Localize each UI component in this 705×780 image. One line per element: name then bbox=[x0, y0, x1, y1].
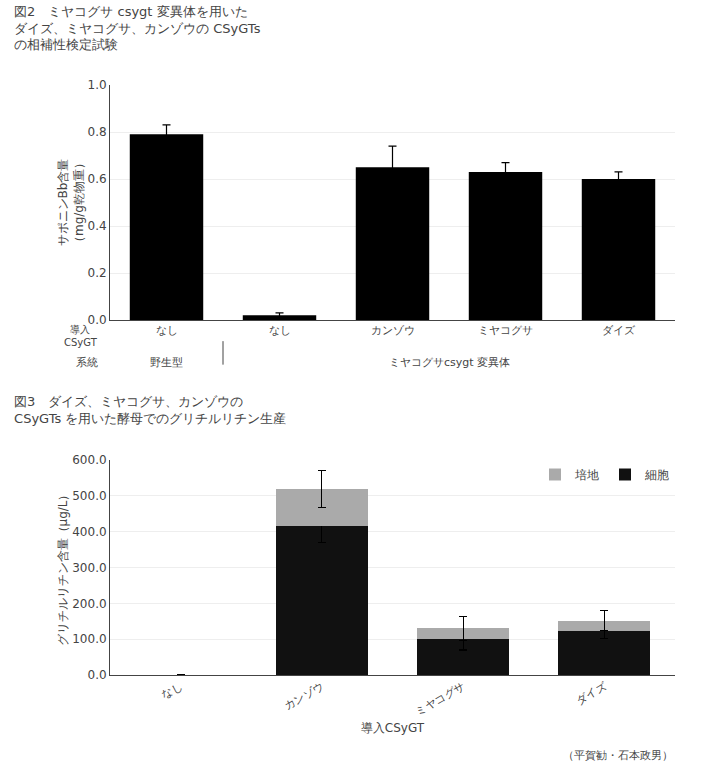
svg-text:500.0: 500.0 bbox=[72, 489, 106, 503]
svg-text:なし: なし bbox=[156, 324, 178, 337]
svg-text:導入CSyGT: 導入CSyGT bbox=[64, 324, 98, 348]
svg-text:ミヤコグサ: ミヤコグサ bbox=[413, 680, 467, 719]
svg-text:0.2: 0.2 bbox=[88, 266, 107, 280]
svg-text:図2 ミヤコグサ csygt 変異体を用いたダイズ、ミヤコグ: 図2 ミヤコグサ csygt 変異体を用いたダイズ、ミヤコグサ、カンゾウの CS… bbox=[14, 4, 261, 53]
svg-text:600.0: 600.0 bbox=[72, 453, 106, 467]
svg-text:導入CSyGT: 導入CSyGT bbox=[361, 721, 425, 735]
svg-text:系統: 系統 bbox=[76, 356, 98, 369]
svg-text:ダイズ: ダイズ bbox=[574, 679, 610, 707]
svg-text:カンゾウ: カンゾウ bbox=[371, 324, 415, 337]
svg-text:0.0: 0.0 bbox=[88, 668, 107, 682]
svg-text:400.0: 400.0 bbox=[72, 525, 106, 539]
svg-text:細胞: 細胞 bbox=[644, 468, 669, 482]
svg-text:0.0: 0.0 bbox=[88, 313, 107, 327]
svg-text:ダイズ: ダイズ bbox=[602, 324, 636, 337]
svg-text:培地: 培地 bbox=[574, 468, 599, 482]
svg-text:グリチルリチン含量（μg/L）: グリチルリチン含量（μg/L） bbox=[56, 489, 70, 647]
svg-text:0.6: 0.6 bbox=[88, 172, 107, 186]
svg-text:1.0: 1.0 bbox=[88, 78, 107, 92]
svg-text:200.0: 200.0 bbox=[72, 597, 106, 611]
svg-text:カンゾウ: カンゾウ bbox=[282, 680, 327, 713]
svg-text:なし: なし bbox=[269, 324, 291, 337]
svg-text:300.0: 300.0 bbox=[72, 561, 106, 575]
svg-text:ミヤコグサcsygt 変異体: ミヤコグサcsygt 変異体 bbox=[389, 356, 510, 369]
svg-text:0.4: 0.4 bbox=[88, 219, 107, 233]
svg-text:野生型: 野生型 bbox=[150, 356, 183, 369]
svg-text:ミヤコグサ: ミヤコグサ bbox=[478, 324, 533, 337]
svg-text:（平賀勧・石本政男）: （平賀勧・石本政男） bbox=[563, 749, 673, 762]
svg-text:なし: なし bbox=[159, 680, 185, 702]
svg-text:サポニンBb含量（mg/g乾物重）: サポニンBb含量（mg/g乾物重） bbox=[56, 157, 86, 248]
svg-text:0.8: 0.8 bbox=[88, 125, 107, 139]
svg-text:100.0: 100.0 bbox=[72, 632, 106, 646]
svg-text:図3 ダイズ、ミヤコグサ、カンゾウのCSyGTs を用いた酵: 図3 ダイズ、ミヤコグサ、カンゾウのCSyGTs を用いた酵母でのグリチルリチン… bbox=[14, 394, 286, 426]
